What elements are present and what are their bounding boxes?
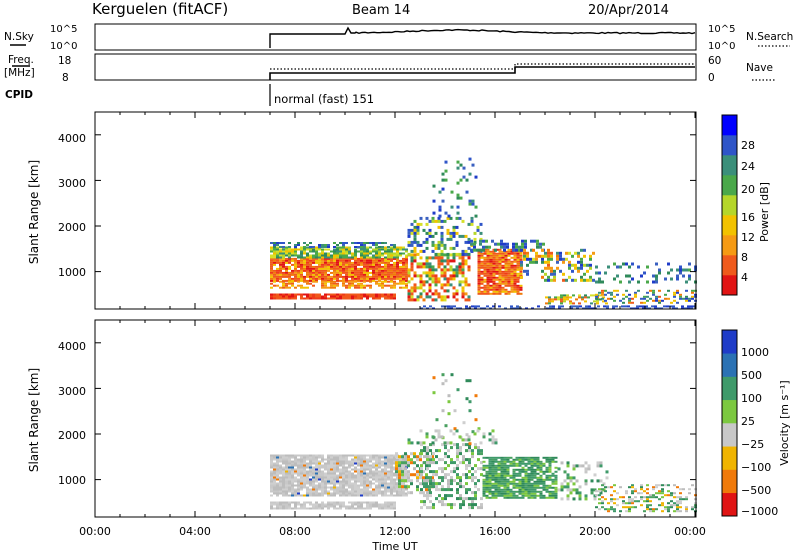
noise-panel-frame xyxy=(94,23,697,51)
xtick-0000: 00:00 xyxy=(79,525,111,538)
colorbar-swatch xyxy=(722,399,737,424)
power-cbar-tick-28: 28 xyxy=(741,139,755,152)
colorbar-swatch xyxy=(722,492,737,517)
noise-sky-series xyxy=(269,26,696,48)
velocity-ytick-3000: 3000 xyxy=(58,385,86,398)
power-ytick-1000: 1000 xyxy=(58,266,86,279)
cpid-row: CPID normal (fast) 151 xyxy=(5,84,374,106)
freq-tick-left-bottom: 8 xyxy=(62,72,69,84)
colorbar-swatch xyxy=(722,376,737,401)
vel-cbar-tick-m1000: −1000 xyxy=(741,505,778,518)
colorbar-swatch xyxy=(722,423,737,447)
freq-label-1: Freq. xyxy=(8,54,34,66)
noise-tick-right-bottom: 10^0 xyxy=(708,41,735,52)
velocity-ytick-4000: 4000 xyxy=(58,340,86,353)
noise-panel: N.Sky 10^5 10^0 10^5 10^0 N.Search xyxy=(4,23,793,52)
xtick-1200: 12:00 xyxy=(379,525,411,538)
date-title: 20/Apr/2014 xyxy=(588,3,669,18)
colorbar-swatch xyxy=(722,135,737,156)
power-cbar-tick-4: 4 xyxy=(741,271,748,284)
vel-cbar-tick-500: 500 xyxy=(741,369,762,382)
freq-tick-left-top: 18 xyxy=(58,55,71,67)
noise-tick-left-top: 10^5 xyxy=(50,24,77,35)
xtick-0400: 04:00 xyxy=(179,525,211,538)
velocity-ytick-2000: 2000 xyxy=(58,429,86,442)
cpid-value: normal (fast) 151 xyxy=(274,92,374,106)
colorbar-swatch xyxy=(722,330,737,354)
power-data xyxy=(270,157,697,310)
vel-cbar-tick-m25: −25 xyxy=(741,438,764,451)
velocity-ytick-1000: 1000 xyxy=(58,474,86,487)
noise-tick-left-bottom: 10^0 xyxy=(50,41,77,52)
xtick-2400: 00:00 xyxy=(674,525,706,538)
colorbar-swatch xyxy=(722,255,737,276)
freq-panel: Freq. [MHz] 18 8 60 0 Nave xyxy=(4,53,776,84)
freq-series xyxy=(269,66,695,80)
x-axis-label: Time UT xyxy=(371,540,417,553)
xtick-2000: 20:00 xyxy=(579,525,611,538)
noise-tick-right-top: 10^5 xyxy=(708,24,735,35)
x-axis: 00:00 04:00 08:00 12:00 16:00 20:00 00:0… xyxy=(79,525,706,553)
velocity-colorbar: 1000 500 100 25 −25 −100 −500 −1000 Velo… xyxy=(721,329,791,518)
cpid-label: CPID xyxy=(5,89,33,101)
colorbar-swatch xyxy=(722,275,737,296)
colorbar-swatch xyxy=(722,235,737,256)
colorbar-swatch xyxy=(722,353,737,377)
power-ticks xyxy=(94,112,696,309)
noise-search-label: N.Search xyxy=(746,31,793,43)
colorbar-swatch xyxy=(722,469,737,494)
vel-cbar-tick-m500: −500 xyxy=(741,484,771,497)
power-ytick-2000: 2000 xyxy=(58,221,86,234)
colorbar-swatch xyxy=(722,155,737,176)
power-ytick-3000: 3000 xyxy=(58,177,86,190)
power-ylabel: Slant Range [km] xyxy=(27,160,41,264)
power-cbar-label: Power [dB] xyxy=(758,182,771,242)
vel-cbar-tick-1000: 1000 xyxy=(741,346,769,359)
power-cbar-tick-12: 12 xyxy=(741,231,755,244)
beam-title: Beam 14 xyxy=(352,3,410,18)
freq-tick-right-bottom: 0 xyxy=(708,72,715,84)
xtick-0800: 08:00 xyxy=(279,525,311,538)
power-panel: Slant Range [km] 1000 2000 3000 4000 xyxy=(27,111,697,310)
xtick-1600: 16:00 xyxy=(479,525,511,538)
freq-tick-right-top: 60 xyxy=(708,55,721,67)
colorbar-swatch xyxy=(722,215,737,236)
power-colorbar-frame xyxy=(721,114,738,296)
freq-label-2: [MHz] xyxy=(4,67,35,79)
vel-cbar-tick-25: 25 xyxy=(741,415,755,428)
power-cbar-tick-20: 20 xyxy=(741,183,755,196)
power-colorbar: 4 8 12 16 20 24 28 Power [dB] xyxy=(721,114,771,296)
power-cbar-tick-8: 8 xyxy=(741,251,748,264)
colorbar-swatch xyxy=(722,175,737,196)
noise-sky-label: N.Sky xyxy=(4,31,34,43)
velocity-cbar-label: Velocity [m s⁻¹] xyxy=(778,380,791,465)
colorbar-swatch xyxy=(722,446,737,470)
nave-label: Nave xyxy=(746,62,773,74)
vel-cbar-tick-m100: −100 xyxy=(741,461,771,474)
freq-panel-frame xyxy=(94,53,697,81)
nave-series xyxy=(270,63,695,70)
station-title: Kerguelen (fitACF) xyxy=(92,0,228,18)
velocity-colorbar-frame xyxy=(721,329,738,517)
colorbar-swatch xyxy=(722,195,737,216)
power-cbar-tick-16: 16 xyxy=(741,211,755,224)
velocity-panel: Slant Range [km] 1000 2000 3000 4000 xyxy=(27,319,697,518)
power-cbar-tick-24: 24 xyxy=(741,160,755,173)
velocity-data xyxy=(270,373,697,513)
colorbar-swatch xyxy=(722,115,737,136)
velocity-ticks xyxy=(94,320,696,517)
power-ytick-4000: 4000 xyxy=(58,132,86,145)
vel-cbar-tick-100: 100 xyxy=(741,392,762,405)
velocity-ylabel: Slant Range [km] xyxy=(27,368,41,472)
